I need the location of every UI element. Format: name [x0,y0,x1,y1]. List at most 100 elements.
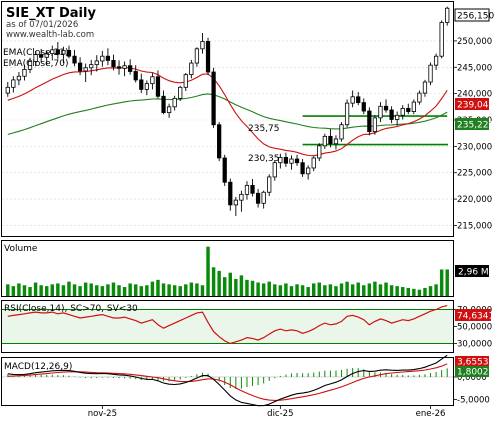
candle-up [94,60,99,66]
volume-bar [428,286,433,296]
volume-bar [334,286,338,296]
candle-up [194,48,200,64]
candle-up [239,193,244,201]
rsi-neutral-band [2,309,453,344]
candle-up [122,65,127,69]
candle-down [217,124,222,159]
volume-bar [367,283,372,296]
volume-bar [228,272,233,296]
svg-text:1,8002: 1,8002 [457,368,489,378]
volume-bar [217,270,221,296]
candle-up [289,158,294,164]
volume-bar [423,287,427,296]
price-tick-label: 220,000 [457,195,492,205]
macd-tick-label: 0,0000 [457,373,487,383]
candle-down [128,65,133,72]
macd-line [7,354,448,407]
candle-down [294,158,300,164]
candle-up [411,101,416,112]
candle-up [172,97,177,108]
candle-down [111,60,116,68]
price-tick-label: 215,000 [457,221,492,231]
price-tick-label: 240,000 [457,90,492,100]
candle-up [183,74,188,88]
volume-bar [284,283,288,296]
volume-bar [362,285,366,296]
macd-tick-label: -5,0000 [457,396,490,406]
candle-down [255,192,261,204]
volume-bars [6,246,449,296]
volume-bar [239,275,244,296]
candle-up [395,114,400,120]
macd-signal-line [7,363,448,401]
volume-bar [167,284,171,296]
volume-pane-frame [1,240,454,297]
volume-bar [417,289,422,296]
ema21-line [7,67,448,157]
volume-bar [11,286,16,296]
candle-up [50,49,55,54]
candle-down [367,110,372,132]
volume-bar [89,283,93,296]
volume-bar [350,284,355,296]
candle-up [278,157,283,164]
volume-bar [445,269,449,296]
volume-bar [206,246,210,296]
volume-bar [278,285,283,296]
candle-up [83,67,88,72]
volume-bar [17,283,21,296]
candle-up [44,53,49,58]
volume-bar [250,280,255,296]
volume-bar [150,281,155,296]
volume-pane-title: Volume [4,244,38,254]
candle-down [139,79,144,90]
candle-up [11,79,16,88]
candle-down [406,108,411,112]
website-label: www.wealth-lab.com [6,30,94,40]
candle-down [133,71,138,81]
volume-bar [61,285,66,296]
volume-bar [289,286,294,296]
volume-bar [50,284,55,296]
candle-down [66,50,72,57]
candle-up [178,86,183,99]
level-lower-label: 230,35 [248,154,280,164]
svg-text:239,047: 239,047 [457,101,494,111]
volume-bar [172,285,177,296]
macd-pane-frame [1,357,454,406]
volume-bar [117,285,121,296]
svg-text:235,220: 235,220 [457,121,494,131]
volume-bar [373,281,377,296]
rsi-badge: 74,6341 [455,309,494,322]
volume-bar [83,282,88,296]
volume-bar [395,286,399,296]
candle-up [200,41,205,50]
volume-bar [439,269,444,296]
rsi-tick-label: 50,0000 [457,323,492,333]
candle-down [116,66,122,69]
candle-down [161,95,166,114]
volume-bar [184,284,188,296]
level-upper-label: 235,75 [248,124,280,134]
candle-up [100,55,105,62]
candle-up [306,167,311,175]
volume-bar [67,281,71,296]
candle-up [311,157,316,169]
volume-bar [22,285,27,296]
candle-up [433,55,439,66]
candle-down [250,184,255,194]
candle-down [105,55,111,61]
candle-up [422,81,428,94]
candle-down [77,62,83,72]
volume-bar [28,287,32,296]
candle-up [33,54,38,62]
volume-bar [33,282,38,296]
volume-bar [378,284,383,296]
price-tick-label: 225,000 [457,169,492,179]
macd-badge: 3,6553 [455,356,489,368]
candle-down [300,162,305,175]
candle-down [389,109,394,120]
candle-up [428,64,433,83]
